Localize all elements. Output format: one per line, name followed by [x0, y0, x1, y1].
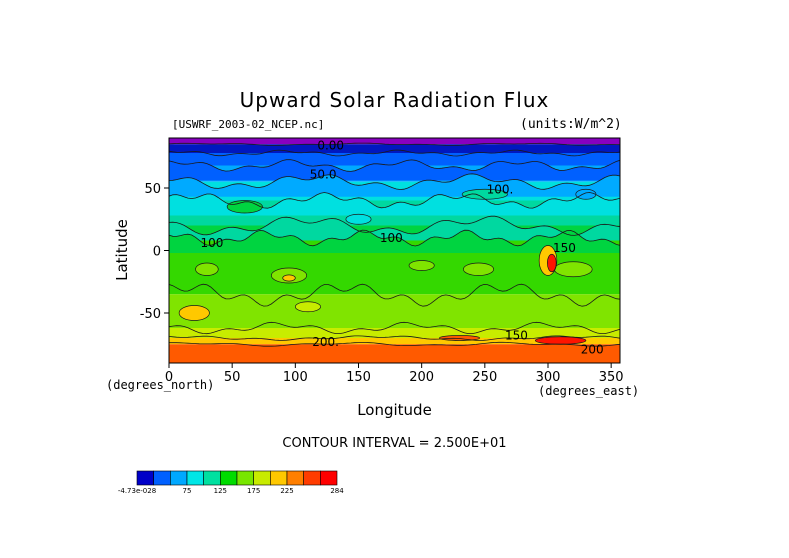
contour-region-9	[547, 253, 557, 273]
y-tick-label: 50	[144, 182, 161, 197]
contour-line-2	[169, 159, 620, 172]
contour-line-5	[169, 215, 620, 236]
x-tick-label: 50	[224, 370, 241, 385]
contour-region-14	[345, 213, 372, 225]
contour-label: 100.	[487, 182, 514, 196]
contour-fill-4	[169, 230, 620, 253]
contour-region-12	[535, 336, 587, 345]
contour-line-10	[169, 341, 620, 347]
y-unit-label: (degrees_north)	[106, 378, 215, 392]
colorbar-swatch	[320, 470, 338, 486]
latitude-band-1	[169, 144, 620, 153]
contour-label: 200.	[312, 335, 339, 349]
y-tick-label: 0	[153, 245, 161, 260]
contour-fill-0	[169, 159, 620, 181]
latitude-band-9	[169, 328, 620, 338]
contour-line-0	[169, 142, 620, 146]
contour-label: 0.00	[317, 139, 344, 153]
contour-region-13	[438, 335, 481, 341]
contour-line-9	[169, 335, 620, 341]
contour-label: 200	[581, 342, 604, 356]
colorbar-tick-label: 175	[247, 487, 260, 495]
contour-region-5	[553, 261, 593, 278]
latitude-band-0	[169, 138, 620, 145]
contour-region-0	[195, 262, 219, 276]
contour-region-2	[282, 274, 296, 282]
colorbar-swatch	[203, 470, 221, 486]
x-tick-label: 300	[536, 370, 561, 385]
x-axis-label: Longitude	[357, 401, 432, 419]
latitude-band-11	[169, 344, 620, 363]
x-tick-label: 250	[472, 370, 497, 385]
x-tick-label: 100	[283, 370, 308, 385]
colorbar-swatch	[270, 470, 288, 486]
colorbar-swatch	[236, 470, 254, 486]
contour-region-4	[463, 262, 495, 276]
contour-region-7	[294, 301, 321, 313]
y-axis-label: Latitude	[113, 219, 131, 281]
x-tick-label: 350	[599, 370, 624, 385]
colorbar-swatch	[136, 470, 154, 486]
x-tick-label: 200	[409, 370, 434, 385]
latitude-band-10	[169, 338, 620, 345]
colorbar-swatch	[303, 470, 321, 486]
x-tick-label: 150	[346, 370, 371, 385]
x-unit-label: (degrees_east)	[538, 384, 640, 398]
contour-label: 100	[380, 231, 403, 245]
colorbar-tick-label: 125	[214, 487, 227, 495]
contour-line-6	[169, 229, 620, 247]
contour-interval-note: CONTOUR INTERVAL = 2.500E+01	[282, 436, 507, 451]
latitude-band-8	[169, 294, 620, 328]
contour-label: 100	[200, 236, 223, 250]
contour-line-4	[169, 192, 620, 209]
colorbar-tick-label: 284	[330, 487, 344, 495]
contour-region-15	[575, 188, 597, 200]
chart-title: Upward Solar Radiation Flux	[239, 88, 550, 112]
colorbar-swatch	[253, 470, 271, 486]
colorbar-swatch	[220, 470, 238, 486]
y-tick-label: -50	[140, 307, 161, 322]
contour-region-3	[408, 260, 435, 271]
x-tick-label: 0	[165, 370, 173, 385]
colorbar-swatch	[153, 470, 171, 486]
contour-line-7	[169, 283, 620, 307]
contour-region-11	[226, 200, 263, 214]
colorbar-tick-label: -4.73e-028	[118, 487, 156, 495]
contour-label: 50.0	[310, 167, 337, 181]
colorbar-tick-label: 225	[280, 487, 293, 495]
latitude-band-2	[169, 153, 620, 166]
contour-line-3	[169, 173, 620, 190]
contour-line-1	[169, 149, 620, 157]
contour-fill-1	[169, 173, 620, 197]
colorbar-swatch	[286, 470, 304, 486]
colorbar-tick-label: 75	[183, 487, 192, 495]
contour-line-8	[169, 321, 620, 335]
contour-region-6	[178, 305, 210, 321]
file-label: [USWRF_2003-02_NCEP.nc]	[172, 118, 325, 131]
contour-fill-3	[169, 216, 620, 241]
contour-label: 150	[505, 329, 528, 343]
colorbar-swatch	[186, 470, 204, 486]
units-label: (units:W/m^2)	[520, 117, 622, 132]
colorbar-swatch	[170, 470, 188, 486]
contour-label: 150	[553, 241, 576, 255]
